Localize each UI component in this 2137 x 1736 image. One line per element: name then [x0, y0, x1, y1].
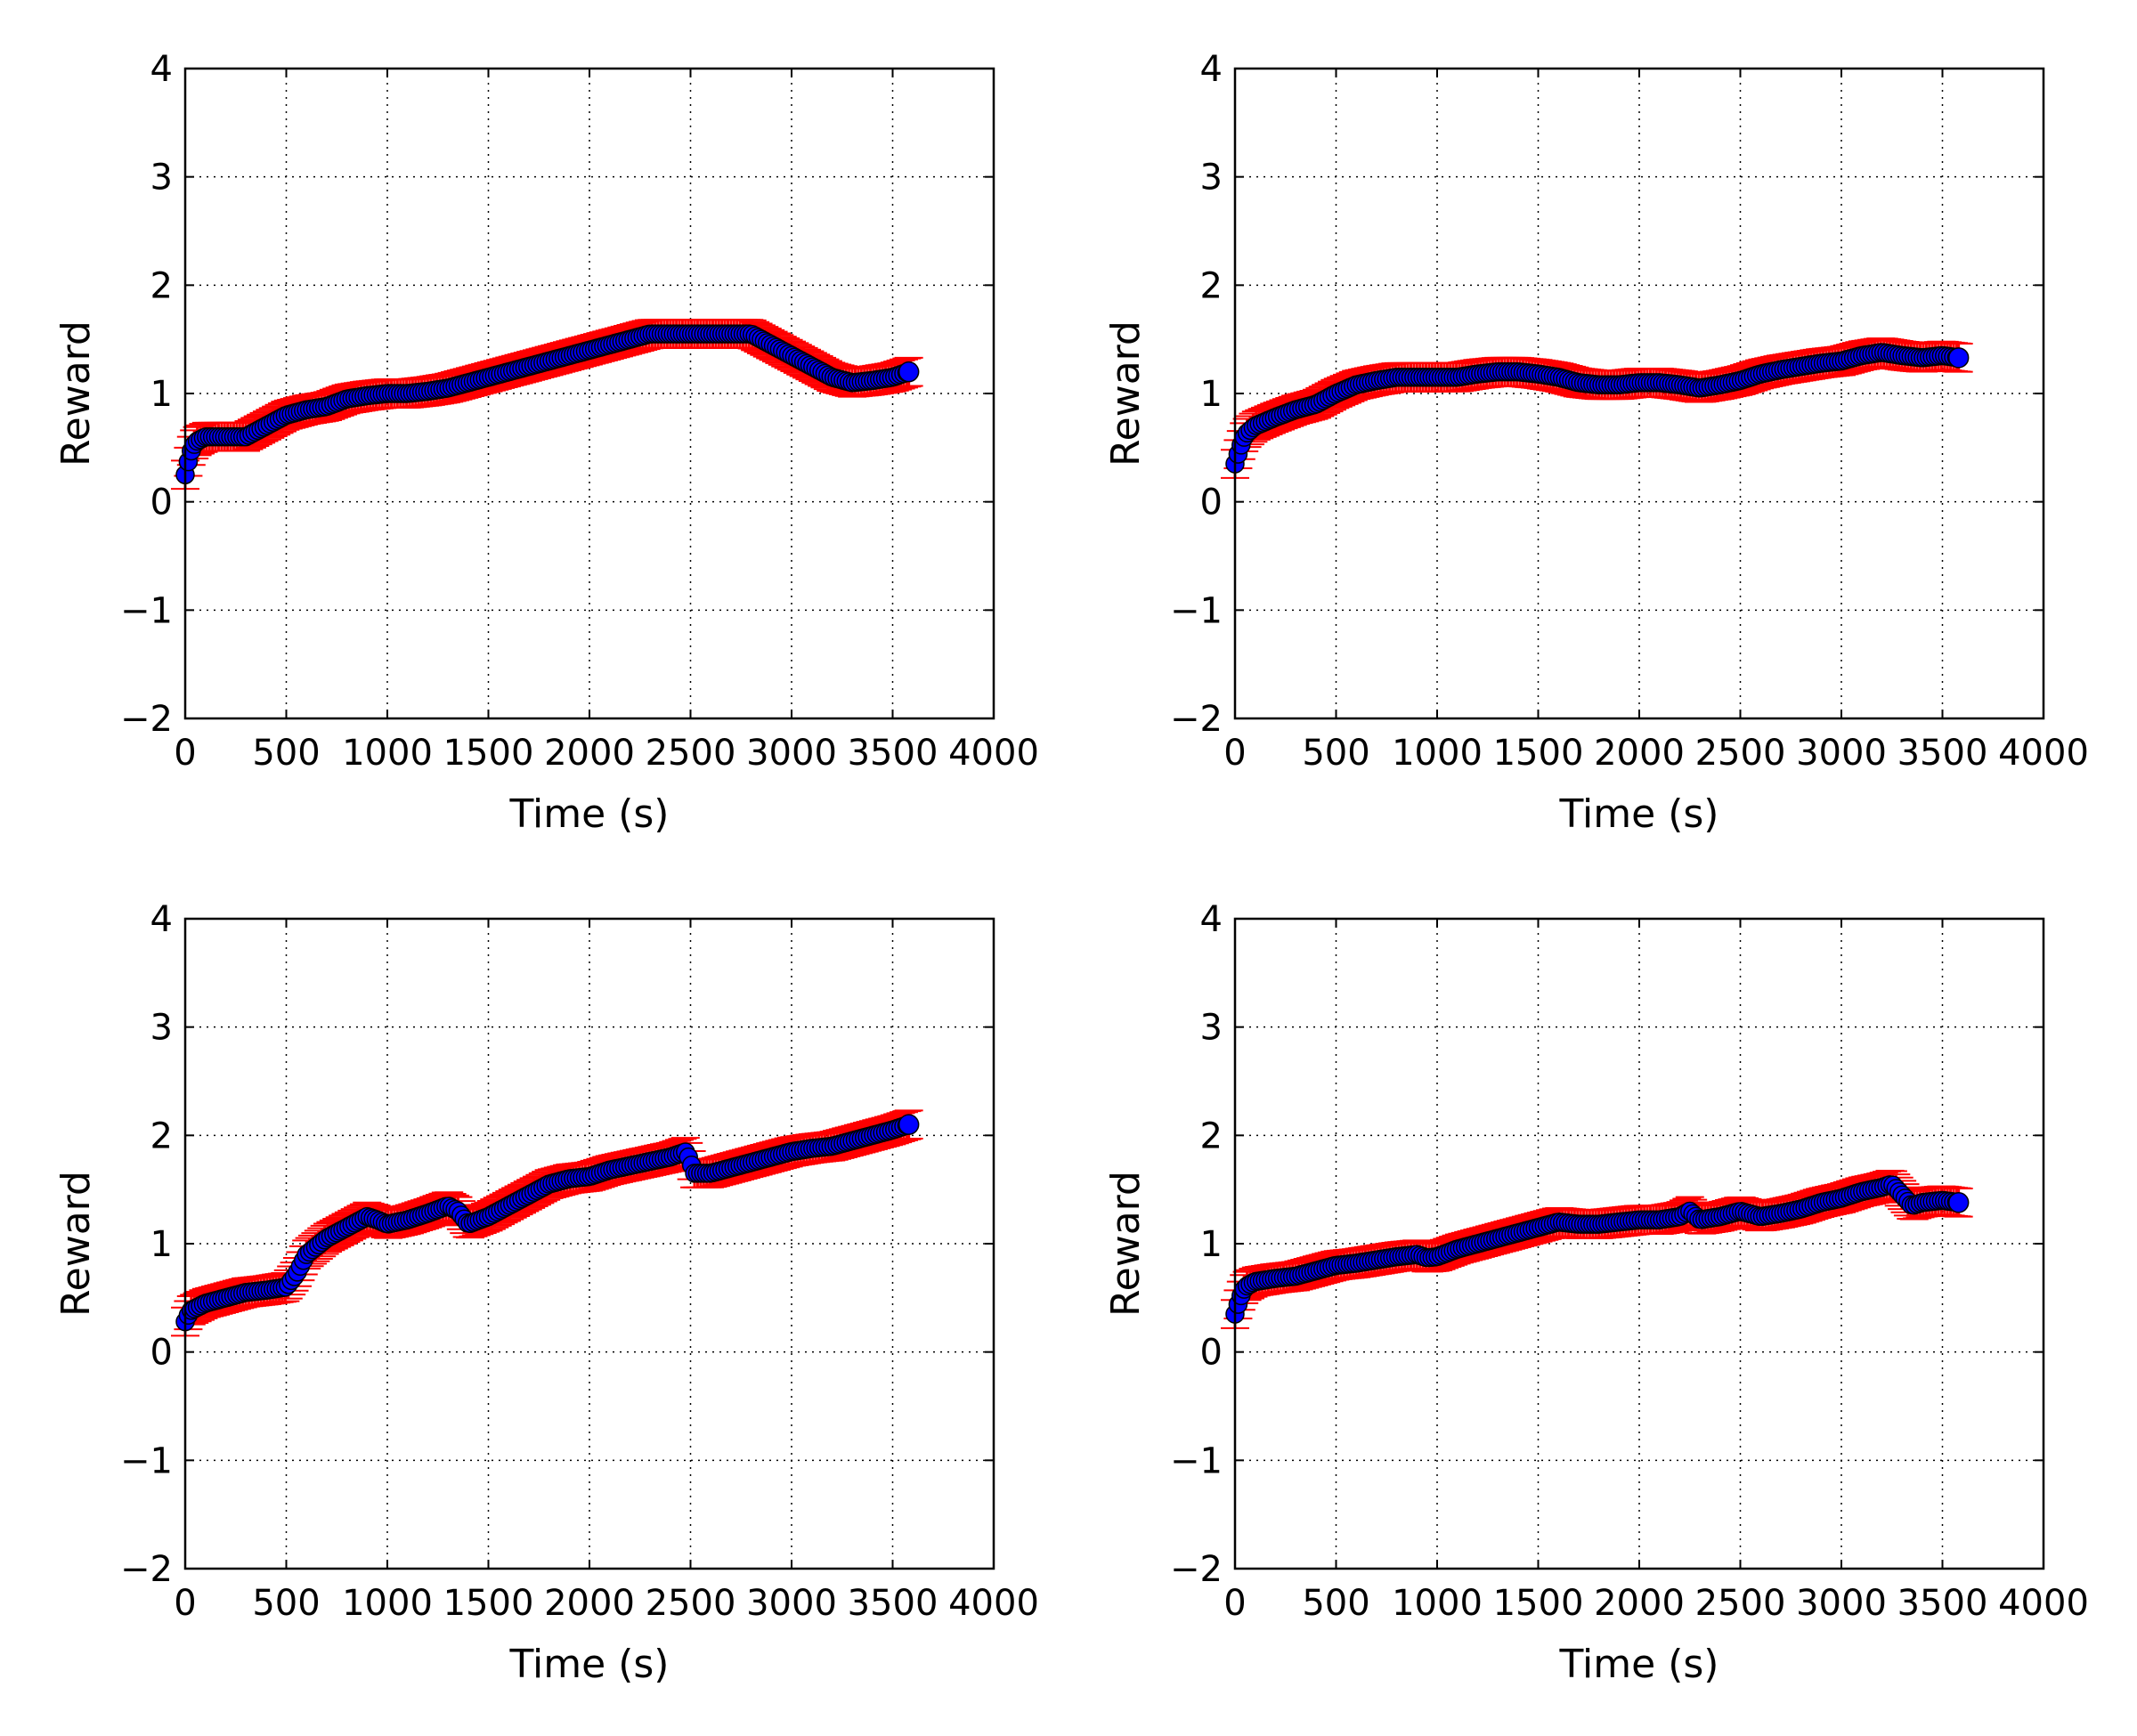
- x-tick-label: 3500: [1897, 1583, 1988, 1624]
- x-tick-label: 2000: [1594, 1583, 1685, 1624]
- subplot-3: 0 500 1000 1500 2000 2500 3000 3500 4000 −2 −1 0 1 2 3…: [53, 899, 1039, 1687]
- x-tick-label: 2500: [1695, 1583, 1786, 1624]
- data-point-last: [1947, 1192, 1970, 1213]
- x-tick-label: 2500: [646, 1583, 736, 1624]
- x-tick-label: 1500: [443, 733, 534, 774]
- x-tick-label: 4000: [948, 733, 1039, 774]
- y-axis-label: Reward: [1103, 1171, 1149, 1317]
- x-tick-label: 3500: [848, 1583, 938, 1624]
- y-axis-label: Reward: [53, 320, 99, 466]
- y-tick-label: −1: [120, 1440, 173, 1481]
- x-tick-label: 1000: [1392, 733, 1483, 774]
- x-tick-label: 500: [1302, 1583, 1369, 1624]
- data-points: [175, 1114, 920, 1332]
- data-points: [1225, 343, 1970, 474]
- y-tick-label: 0: [150, 483, 173, 523]
- y-tick-label: 4: [150, 49, 173, 90]
- x-tick-label: 1000: [342, 1583, 433, 1624]
- x-tick-label: 2500: [646, 733, 736, 774]
- x-tick-label: 4000: [948, 1583, 1039, 1624]
- x-tick-label: 0: [174, 1583, 196, 1624]
- x-axis-label: Time (s): [1559, 791, 1719, 837]
- y-tick-label: −2: [120, 699, 173, 740]
- y-axis-label: Reward: [53, 1171, 99, 1317]
- x-tick-label: 1000: [342, 733, 433, 774]
- data-point-last: [898, 1114, 920, 1135]
- x-tick-label: 1500: [443, 1583, 534, 1624]
- x-tick-label: 2000: [1594, 733, 1685, 774]
- y-tick-label: −2: [120, 1549, 173, 1590]
- x-axis-label: Time (s): [1559, 1642, 1719, 1687]
- y-tick-label: 2: [1200, 1115, 1223, 1156]
- x-tick-label: 4000: [1998, 733, 2089, 774]
- y-tick-label: 0: [150, 1333, 173, 1374]
- y-tick-label: 1: [150, 1224, 173, 1265]
- data-point-last: [898, 361, 920, 383]
- x-tick-label: 3000: [1796, 1583, 1887, 1624]
- x-tick-label: 1500: [1493, 1583, 1584, 1624]
- x-tick-label: 0: [1223, 733, 1246, 774]
- subplot-4: 0 500 1000 1500 2000 2500 3000 3500 4000 −2 −1 0 1 2 3…: [1103, 899, 2089, 1687]
- y-tick-label: 1: [150, 374, 173, 415]
- y-tick-label: −2: [1170, 1549, 1223, 1590]
- y-tick-label: 4: [1200, 49, 1223, 90]
- x-tick-label: 1500: [1493, 733, 1584, 774]
- subplot-2: 0 500 1000 1500 2000 2500 3000 3500 4000 −2 −1 0 1 2 3…: [1103, 49, 2089, 837]
- x-tick-label: 500: [252, 1583, 320, 1624]
- y-tick-label: 3: [150, 158, 173, 199]
- x-tick-label: 3000: [746, 733, 837, 774]
- data-points: [1225, 1175, 1970, 1324]
- y-tick-label: 4: [1200, 899, 1223, 940]
- x-tick-label: 500: [1302, 733, 1369, 774]
- x-tick-label: 4000: [1998, 1583, 2089, 1624]
- x-tick-label: 2500: [1695, 733, 1786, 774]
- y-tick-label: 2: [150, 1115, 173, 1156]
- y-tick-label: 0: [1200, 483, 1223, 523]
- y-tick-label: 4: [150, 899, 173, 940]
- x-axis-label: Time (s): [509, 1642, 670, 1687]
- x-axis-label: Time (s): [509, 791, 670, 837]
- y-tick-label: −1: [1170, 1440, 1223, 1481]
- y-tick-label: 3: [150, 1008, 173, 1049]
- y-tick-label: 1: [1200, 374, 1223, 415]
- y-tick-label: 3: [1200, 158, 1223, 199]
- y-tick-label: 0: [1200, 1333, 1223, 1374]
- x-tick-label: 3000: [746, 1583, 837, 1624]
- y-tick-label: 1: [1200, 1224, 1223, 1265]
- y-tick-label: −2: [1170, 699, 1223, 740]
- x-tick-label: 3500: [1897, 733, 1988, 774]
- data-point-last: [1947, 347, 1970, 369]
- x-tick-label: 2000: [544, 1583, 635, 1624]
- y-tick-label: 3: [1200, 1008, 1223, 1049]
- data-points: [175, 324, 920, 484]
- x-tick-label: 500: [252, 733, 320, 774]
- x-tick-label: 3000: [1796, 733, 1887, 774]
- y-tick-label: 2: [1200, 265, 1223, 306]
- x-tick-label: 0: [1223, 1583, 1246, 1624]
- y-tick-label: 2: [150, 265, 173, 306]
- x-tick-label: 0: [174, 733, 196, 774]
- subplot-1: 0 500 1000 1500 2000 2500 3000 3500 4000 −2 −1 0 1 2 3…: [53, 49, 1039, 837]
- y-tick-label: −1: [120, 590, 173, 631]
- y-tick-label: −1: [1170, 590, 1223, 631]
- x-tick-label: 1000: [1392, 1583, 1483, 1624]
- x-tick-label: 2000: [544, 733, 635, 774]
- x-tick-label: 3500: [848, 733, 938, 774]
- y-axis-label: Reward: [1103, 320, 1149, 466]
